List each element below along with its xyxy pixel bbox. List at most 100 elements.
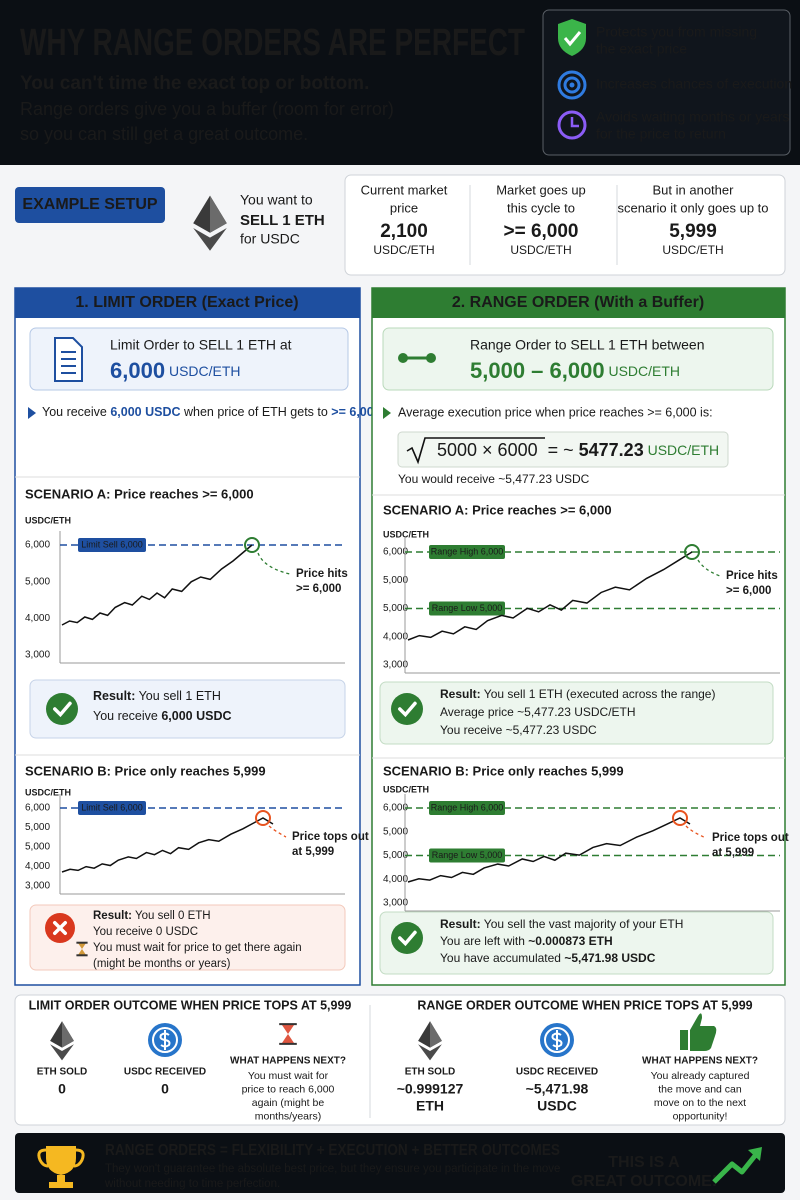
annotation-arrow [257, 552, 291, 575]
text-part: You have accumulated [440, 951, 564, 965]
footer-badge: GREAT OUTCOME! [571, 1173, 717, 1190]
level-label-box [429, 601, 505, 616]
y-tick-label: 5,000 [383, 850, 408, 861]
check-icon [46, 693, 78, 725]
level-label: Limit Sell 6,000 [81, 539, 143, 549]
peak-marker [255, 810, 271, 826]
check-icon [398, 930, 417, 947]
y-tick-label: 5,000 [383, 603, 408, 614]
range-icon [426, 353, 436, 363]
text-part: You sell 0 ETH [132, 910, 211, 922]
trophy-icon [37, 1148, 85, 1168]
bullet [383, 407, 391, 419]
annotation: Price hits [726, 570, 778, 582]
text-part: 5,000 – 6,000 [470, 358, 605, 383]
text-part: ~0.000873 ETH [528, 934, 612, 948]
outcome-value: move on to the next [654, 1097, 746, 1109]
target-icon [563, 76, 581, 94]
annotation: >= 6,000 [296, 583, 341, 595]
y-tick-label: 6,000 [383, 803, 408, 814]
market-label: price [390, 200, 418, 215]
y-tick-label: 3,000 [383, 898, 408, 909]
order-text: Limit Order to SELL 1 ETH at [110, 337, 292, 353]
text-part: 6,000 USDC [110, 405, 180, 419]
eth-icon [430, 1021, 442, 1048]
market-label: Market goes up [496, 182, 586, 197]
panel-header [372, 288, 785, 318]
annotation-arrow [268, 825, 287, 838]
footer-badge: THIS IS A [608, 1154, 680, 1171]
level-label-box [78, 801, 146, 815]
price-line [61, 544, 253, 626]
benefit-text: Avoids waiting months or years [596, 109, 790, 125]
market-value: 5,999 [669, 221, 717, 242]
annotation: Price tops out [712, 832, 789, 844]
y-tick-label: 4,000 [25, 613, 50, 624]
text-part: You receive 0 USDC [93, 926, 198, 938]
usdc-icon [159, 1030, 171, 1050]
check-icon [391, 693, 423, 725]
text-part: = ~ [538, 440, 579, 460]
market-label: But in another [653, 182, 735, 197]
benefit-text: Increases chances of execution [596, 76, 792, 92]
y-tick-label: 3,000 [383, 660, 408, 671]
footer-title: RANGE ORDERS = FLEXIBILITY + EXECUTION +… [105, 1142, 560, 1159]
text-part: (might be months or years) [93, 958, 231, 970]
annotation: Price hits [296, 568, 348, 580]
outcome-value: again (might be [252, 1097, 325, 1109]
range-icon [398, 353, 408, 363]
clock-icon [557, 110, 587, 140]
peak-marker [672, 810, 688, 826]
text-part: Result: [440, 917, 481, 931]
sqrt-sign [406, 437, 545, 465]
panel-heading: 1. LIMIT ORDER (Exact Price) [75, 294, 298, 311]
result-box [379, 911, 774, 975]
axis-label: USDC/ETH [383, 529, 429, 539]
y-tick-label: 6,000 [383, 547, 408, 558]
order-value: 6,000 USDC/ETH [110, 358, 241, 383]
trophy-icon [57, 1175, 65, 1182]
outcome-value: You must wait for [248, 1070, 329, 1082]
text-part: You receive [42, 405, 110, 419]
level-label-box [78, 538, 146, 552]
order-text: Range Order to SELL 1 ETH between [470, 337, 705, 353]
scenario-title: SCENARIO A: Price reaches >= 6,000 [383, 502, 612, 517]
y-tick-label: 6,000 [25, 540, 50, 551]
header-subtitle: You can't time the exact top or bottom. [20, 73, 369, 94]
bullet [28, 407, 36, 419]
setup-intro: for USDC [240, 231, 300, 247]
text-part: Result: [93, 689, 135, 703]
text-part: USDC/ETH [605, 363, 680, 379]
outcome-value: ~5,471.98 [526, 1081, 589, 1097]
check-icon [398, 701, 417, 718]
outcome-value: 0 [161, 1081, 169, 1097]
outcome-title: RANGE ORDER OUTCOME WHEN PRICE TOPS AT 5… [417, 998, 752, 1012]
text-part: You must wait for price to get there aga… [93, 942, 302, 954]
scenario-title: SCENARIO B: Price only reaches 5,999 [25, 763, 266, 778]
outcome-box [14, 994, 786, 1126]
text-part: 5477.23 [579, 440, 644, 460]
result-box [29, 904, 346, 971]
setup-intro: SELL 1 ETH [240, 212, 325, 229]
result-text: You are left with ~0.000873 ETH [440, 934, 613, 948]
usdc-icon [544, 1027, 570, 1053]
y-tick-label: 3,000 [25, 650, 50, 661]
outcome-value: You already captured [651, 1070, 750, 1082]
setup-badge [15, 187, 165, 223]
eth-icon [418, 1044, 442, 1061]
benefits-box [542, 9, 791, 156]
market-unit: USDC/ETH [373, 243, 434, 257]
setup-badge-text: EXAMPLE SETUP [22, 196, 157, 213]
scenario-title: SCENARIO A: Price reaches >= 6,000 [25, 486, 254, 501]
y-tick-label: 6,000 [25, 803, 50, 814]
setup-intro: You want to [240, 192, 313, 208]
benefit-text: Protects you from missing [596, 24, 757, 40]
target-icon [569, 82, 575, 88]
text-part: 6,000 USDC [161, 709, 231, 723]
clock-icon [570, 117, 579, 128]
text-part: Average price ~5,477.23 USDC/ETH [440, 705, 636, 719]
annotation: >= 6,000 [726, 585, 771, 597]
panel-header [15, 288, 360, 318]
eth-icon [62, 1021, 74, 1048]
